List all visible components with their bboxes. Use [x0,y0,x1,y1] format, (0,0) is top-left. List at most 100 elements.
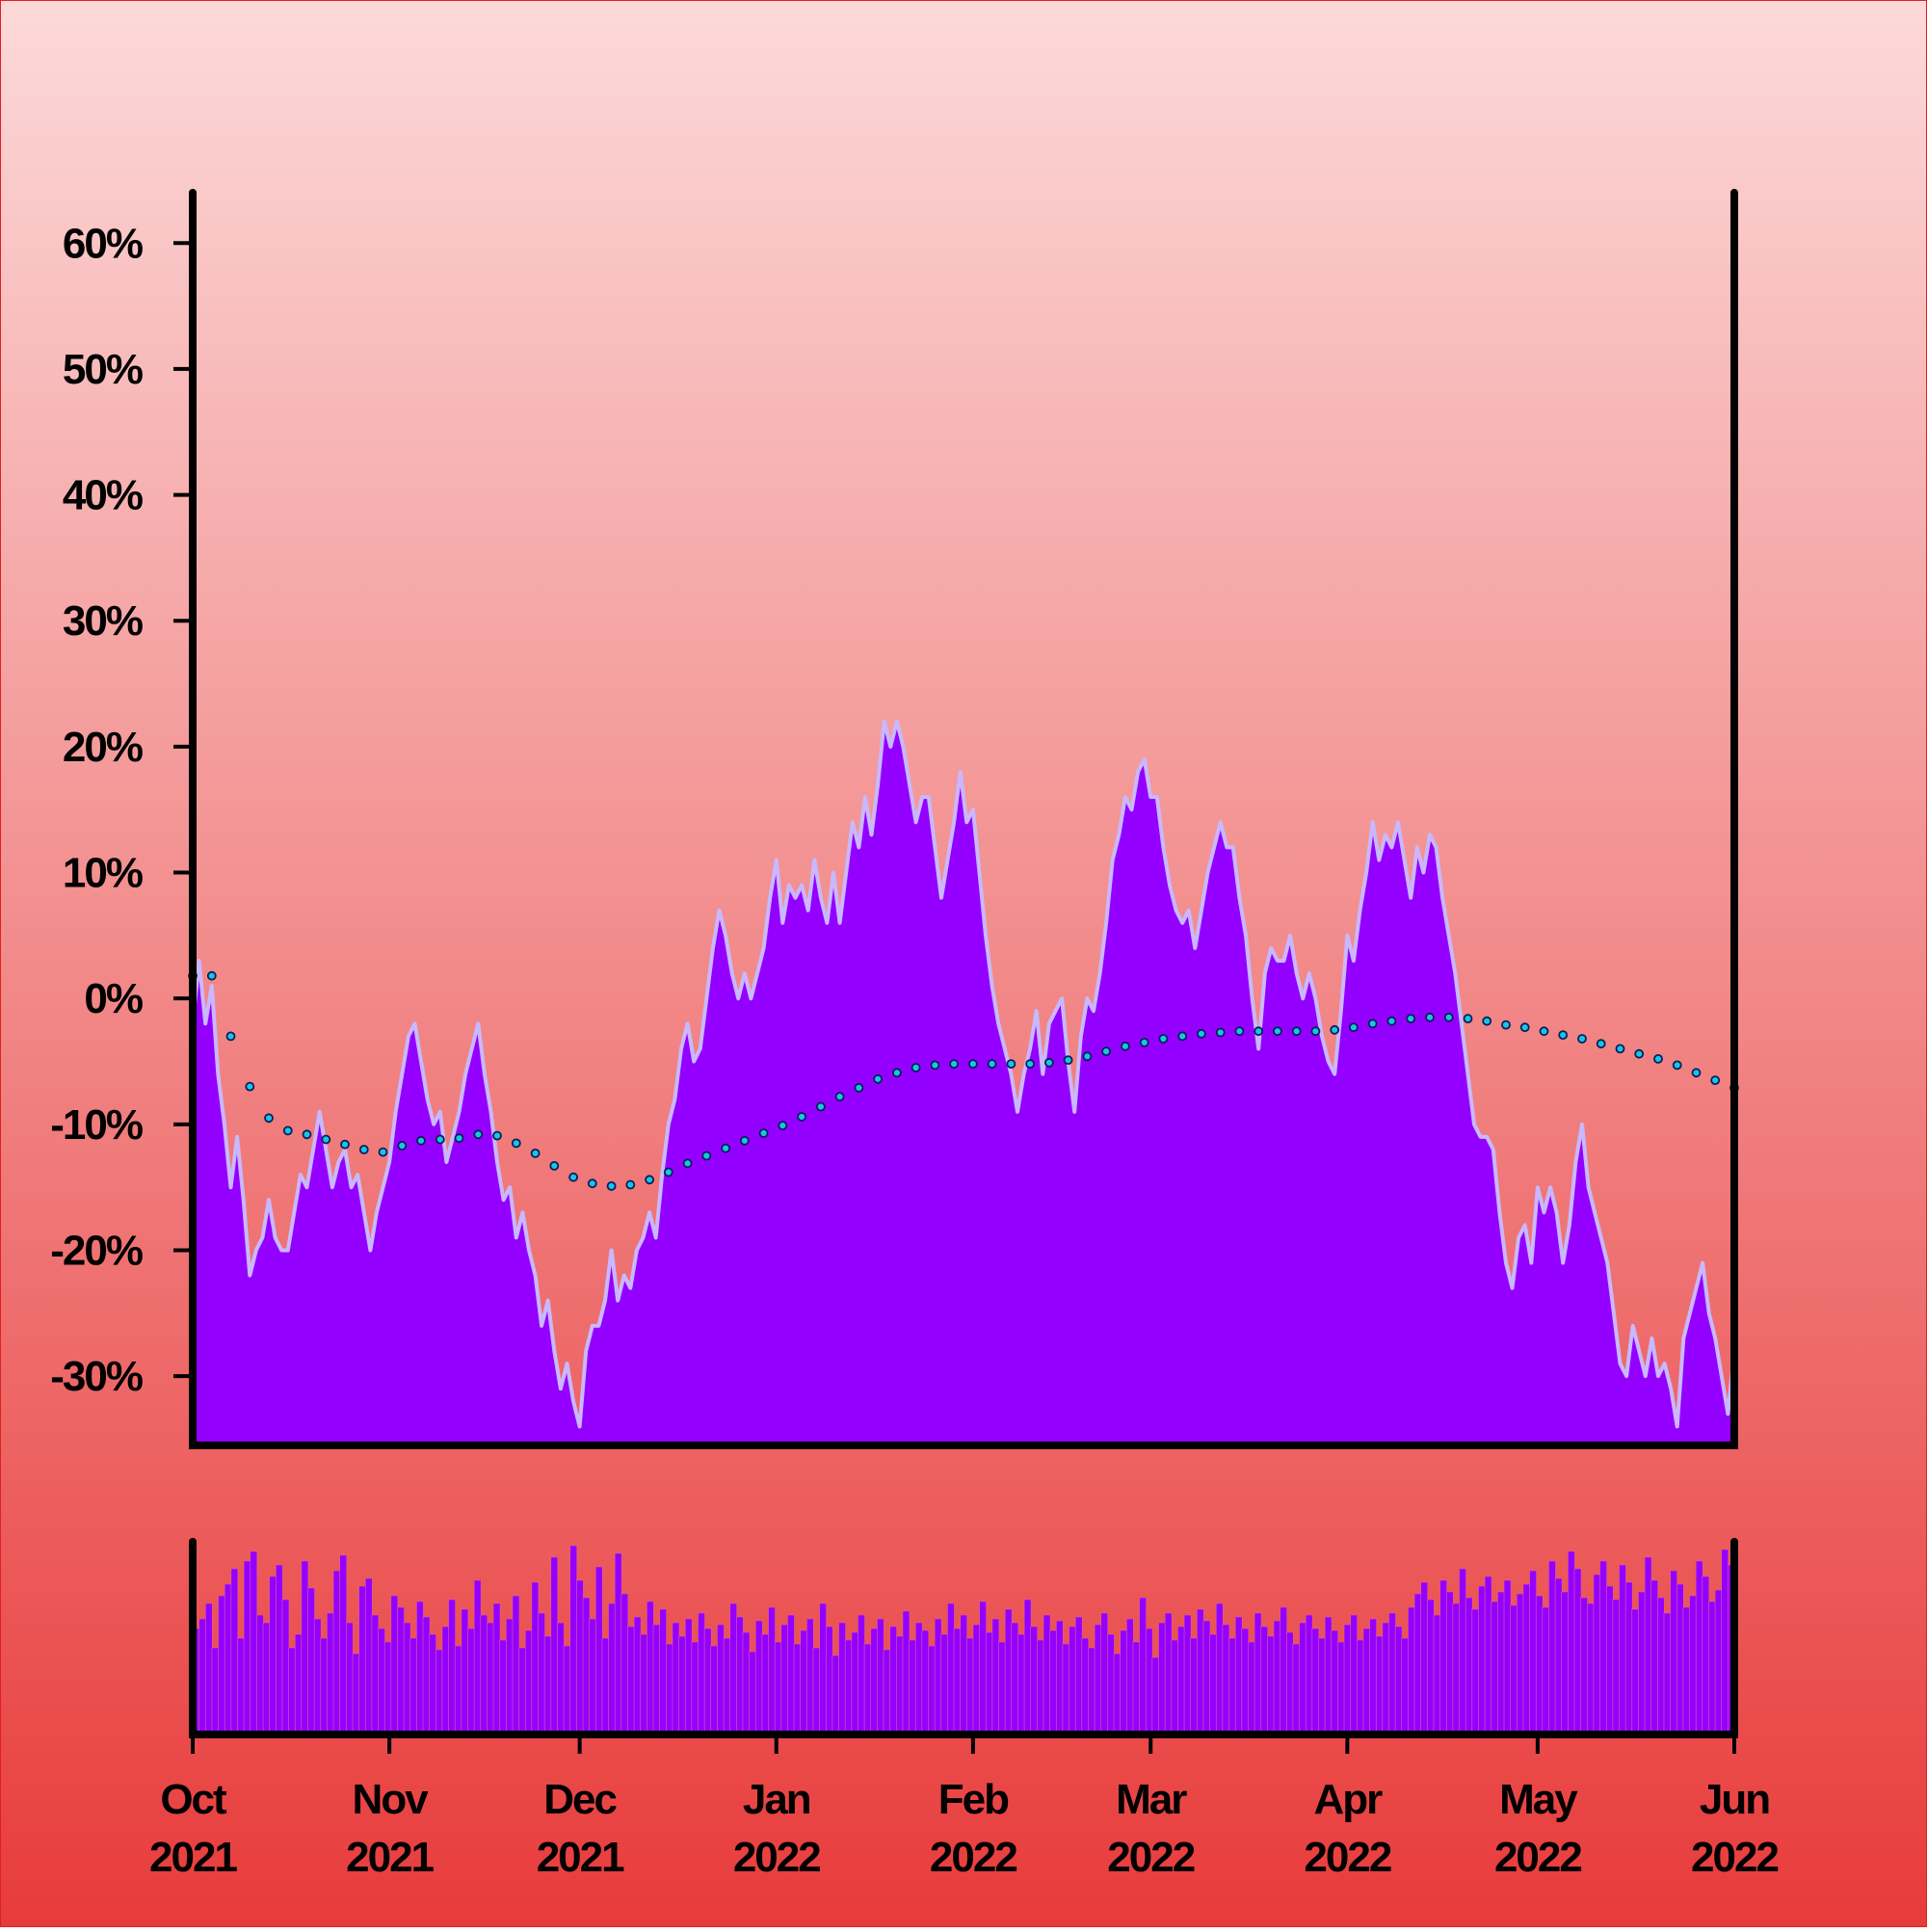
volume-bar [1420,1581,1429,1734]
volume-bar [652,1624,661,1734]
volume-bar [812,1647,821,1734]
volume-bar [991,1618,1000,1734]
volume-bar [780,1624,789,1734]
trend-point [1519,1022,1530,1033]
volume-bar [1587,1602,1595,1734]
trend-point [758,1128,769,1138]
x-tick-label-year: 2022 [733,1834,820,1881]
volume-bar [569,1545,578,1734]
trend-point [245,1081,255,1092]
x-tick-label-year: 2021 [149,1834,237,1881]
volume-bar [589,1618,596,1734]
volume-bar [364,1577,373,1734]
volume-bar [620,1593,629,1734]
volume-bar [467,1628,475,1734]
trend-point [1254,1026,1264,1037]
volume-bar [1568,1550,1575,1734]
volume-bar [1158,1622,1166,1734]
volume-bar [1619,1564,1626,1734]
volume-bar [1280,1606,1287,1734]
volume-bar [454,1645,462,1734]
volume-bar [633,1616,642,1734]
volume-bar [1049,1629,1057,1734]
trend-point [1482,1016,1492,1026]
volume-bar [383,1641,392,1734]
volume-bar [844,1639,853,1734]
trend-point [1691,1068,1702,1078]
volume-bar [614,1552,622,1734]
trend-point [549,1161,560,1171]
volume-bar [825,1626,833,1734]
volume-bar [237,1637,245,1734]
trend-point [1634,1048,1645,1059]
volume-bar [754,1620,763,1734]
x-tick-label-month: Feb [938,1776,1009,1823]
trend-point [1653,1054,1663,1064]
volume-bar [985,1631,993,1734]
volume-bar [371,1614,380,1734]
volume-bar [1209,1633,1217,1734]
volume-bar [1580,1597,1589,1734]
volume-bar [1011,1622,1019,1734]
volume-bar [889,1626,897,1734]
trend-point [1615,1044,1625,1054]
x-tick-label-year: 2021 [346,1834,434,1881]
volume-bar [224,1583,232,1734]
x-tick-label-year: 2022 [930,1834,1016,1881]
volume-bar [1689,1595,1697,1734]
trend-point [1215,1027,1226,1038]
volume-bar [1113,1653,1122,1734]
volume-bar [1037,1639,1044,1734]
volume-bar [998,1641,1006,1734]
volume-bar [346,1622,354,1734]
x-tick-label-year: 2022 [1107,1834,1194,1881]
volume-bar [1433,1614,1441,1734]
trend-point [1234,1026,1245,1037]
volume-bar [1305,1614,1313,1734]
volume-bar [640,1633,648,1734]
volume-bar [647,1601,654,1734]
trend-point [378,1147,388,1157]
volume-bar [1548,1560,1556,1734]
volume-bar [524,1629,533,1734]
x-tick-label-month: Oct [160,1776,227,1823]
volume-bar [1043,1614,1051,1734]
volume-bar [1081,1637,1090,1734]
trend-point [911,1063,921,1072]
trend-point [854,1083,864,1093]
volume-bar [441,1626,450,1734]
trend-point [302,1129,312,1140]
trend-point [1025,1059,1035,1069]
volume-bar [1069,1626,1076,1734]
volume-bar [1510,1604,1518,1734]
trend-point [264,1113,274,1124]
x-tick-label-year: 2021 [537,1834,624,1881]
y-tick-label: -10% [50,1101,143,1149]
volume-bar [1023,1599,1032,1734]
volume-bar [774,1641,782,1734]
trend-line [188,970,1739,1191]
volume-bar [1612,1599,1621,1734]
volume-bar [1445,1591,1454,1734]
trend-point [1406,1014,1416,1023]
trend-point [721,1143,730,1153]
volume-bar [1362,1628,1371,1734]
trend-point [1310,1026,1321,1037]
trend-point [797,1112,806,1122]
volume-bar [761,1633,770,1734]
trend-point [1367,1019,1378,1029]
volume-bar [230,1568,239,1734]
volume-bar [1714,1589,1723,1734]
volume-bar [1311,1628,1320,1734]
volume-bar [1522,1583,1531,1734]
volume-bar [422,1616,431,1734]
volume-bar [1132,1641,1141,1734]
volume-bar [1535,1595,1544,1734]
volume-bar [710,1645,719,1734]
volume-bar [723,1637,731,1734]
trend-point [1330,1024,1340,1035]
volume-bar [506,1618,514,1734]
volume-bar [1177,1626,1185,1734]
volume-bar [480,1614,488,1734]
